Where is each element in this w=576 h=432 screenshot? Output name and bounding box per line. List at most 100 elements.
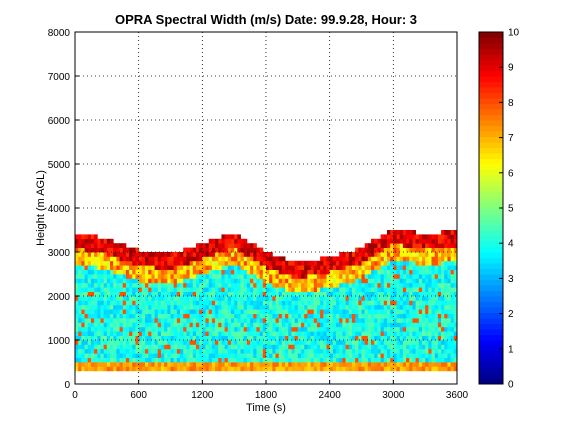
heatmap-cell [294,278,299,284]
heatmap-cell [447,340,452,345]
heatmap-cell [259,322,264,328]
heatmap-cell [116,243,120,248]
heatmap-cell [278,309,283,314]
heatmap-cell [437,318,442,323]
heatmap-cell [221,344,226,350]
heatmap-cell [355,340,359,345]
heatmap-cell [377,265,381,270]
heatmap-cell [205,357,210,363]
heatmap-cell [326,291,331,297]
heatmap-cell [437,269,442,275]
heatmap-cell [320,291,324,297]
heatmap-cell [78,291,82,297]
heatmap-cell [402,353,407,358]
heatmap-cell [256,331,261,336]
heatmap-cell [218,309,222,314]
heatmap-cell [332,260,337,266]
heatmap-cell [313,366,318,372]
heatmap-cell [208,357,213,363]
heatmap-cell [313,335,318,341]
heatmap-cell [450,230,455,235]
heatmap-cell [176,335,181,341]
heatmap-cell [364,335,369,341]
colorbar-segment [479,48,503,55]
heatmap-cell [288,278,292,284]
heatmap-cell [224,243,229,248]
heatmap-cell [94,366,98,372]
heatmap-cell [390,260,394,266]
heatmap-cell [437,300,442,306]
heatmap-cell [154,335,159,341]
heatmap-cell [355,278,359,284]
heatmap-cell [418,344,423,350]
heatmap-cell [409,291,413,297]
heatmap-cell [412,256,417,262]
heatmap-cell [246,256,251,262]
heatmap-cell [110,366,114,372]
heatmap-cell [132,287,136,292]
heatmap-cell [399,260,404,266]
heatmap-cell [211,243,216,248]
heatmap-cell [75,269,79,275]
heatmap-cell [332,357,337,363]
heatmap-cell [132,331,136,336]
heatmap-cell [294,260,299,266]
heatmap-cell [342,274,346,279]
heatmap-cell [154,260,159,266]
heatmap-cell [170,291,175,297]
heatmap-cell [342,291,346,297]
heatmap-cell [431,348,436,354]
heatmap-cell [339,335,343,341]
heatmap-cell [345,274,350,279]
heatmap-cell [221,260,226,266]
heatmap-cell [336,296,340,301]
heatmap-cell [243,252,248,257]
heatmap-cell [374,238,378,244]
heatmap-cell [145,348,149,354]
heatmap-cell [310,269,315,275]
heatmap-cell [348,265,353,270]
heatmap-cell [281,278,286,284]
heatmap-cell [386,282,391,288]
heatmap-cell [189,260,194,266]
heatmap-cell [329,313,334,319]
heatmap-cell [103,318,108,323]
heatmap-cell [224,278,229,284]
heatmap-cell [189,291,194,297]
heatmap-cell [402,348,407,354]
heatmap-cell [243,278,248,284]
heatmap-cell [434,238,439,244]
heatmap-cell [259,353,264,358]
heatmap-cell [259,291,264,297]
heatmap-cell [262,278,267,284]
heatmap-cell [230,252,235,257]
heatmap-cell [307,313,311,319]
heatmap-cell [246,335,251,341]
heatmap-cell [304,278,308,284]
heatmap-cell [304,362,308,367]
heatmap-cell [393,252,397,257]
heatmap-cell [195,335,200,341]
heatmap-cell [195,287,200,292]
heatmap-cell [250,296,254,301]
heatmap-cell [132,252,136,257]
heatmap-cell [262,287,267,292]
heatmap-cell [234,260,238,266]
heatmap-cell [205,344,210,350]
heatmap-cell [450,357,455,363]
heatmap-cell [377,269,381,275]
heatmap-cell [202,362,206,367]
heatmap-cell [205,309,210,314]
heatmap-cell [358,344,362,350]
heatmap-cell [396,313,401,319]
heatmap-cell [278,278,283,284]
heatmap-cell [154,357,159,363]
heatmap-cell [90,238,95,244]
heatmap-cell [215,238,219,244]
heatmap-cell [355,287,359,292]
heatmap-cell [437,353,442,358]
heatmap-cell [412,296,417,301]
heatmap-cell [425,366,429,372]
heatmap-cell [399,256,404,262]
heatmap-cell [205,353,210,358]
